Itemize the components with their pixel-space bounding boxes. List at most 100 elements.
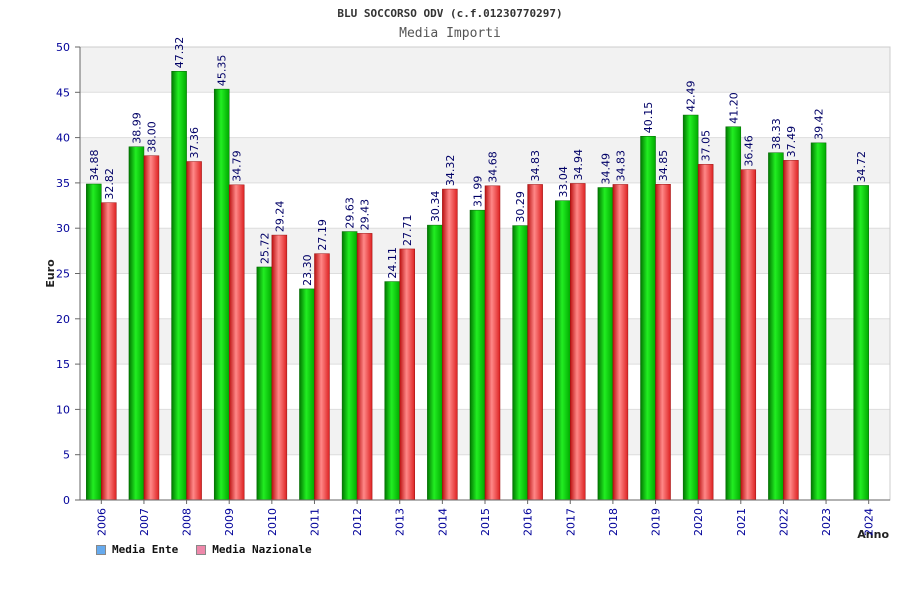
data-label: 34.72	[855, 151, 868, 183]
data-label: 39.42	[813, 108, 826, 140]
bar-media-nazionale	[143, 155, 160, 501]
bar-media-ente	[299, 288, 315, 501]
bar-media-nazionale	[612, 184, 629, 501]
legend-swatch-media-nazionale	[196, 544, 207, 555]
data-label: 29.24	[273, 201, 286, 233]
data-label: 38.00	[145, 121, 158, 153]
data-label: 42.49	[685, 81, 698, 113]
bar-media-ente	[597, 187, 614, 501]
bar-media-ente	[427, 224, 443, 501]
legend: Media Ente Media Nazionale	[96, 543, 312, 556]
x-tick-label: 2014	[436, 508, 449, 536]
x-tick-label: 2023	[820, 508, 833, 536]
bar-media-nazionale	[570, 183, 586, 501]
data-label: 45.35	[216, 55, 229, 86]
legend-item-media-nazionale: Media Nazionale	[196, 543, 312, 556]
y-tick-label: 15	[56, 358, 70, 371]
data-label: 31.99	[472, 176, 485, 208]
bar-media-nazionale	[484, 185, 501, 501]
legend-swatch-media-ente	[96, 544, 106, 555]
x-tick-label: 2015	[479, 508, 492, 536]
bar-media-ente	[171, 71, 187, 501]
data-label: 33.04	[557, 166, 570, 198]
data-label: 27.71	[401, 214, 414, 246]
bar-media-nazionale	[697, 164, 714, 501]
x-tick-label: 2016	[522, 508, 535, 536]
data-label: 40.15	[642, 102, 655, 134]
data-label: 30.34	[429, 191, 442, 223]
bar-media-nazionale	[314, 253, 330, 501]
bar-media-ente	[384, 281, 400, 501]
y-tick-label: 25	[56, 268, 70, 281]
x-tick-label: 2019	[650, 508, 663, 536]
data-label: 34.49	[599, 153, 612, 185]
x-tick-label: 2022	[777, 508, 790, 536]
plot-band	[80, 47, 890, 93]
bar-media-ente	[853, 185, 869, 501]
bar-media-ente	[555, 200, 571, 501]
bar-media-nazionale	[740, 169, 757, 501]
data-label: 34.68	[487, 151, 500, 183]
x-tick-label: 2009	[223, 508, 236, 536]
x-tick-label: 2013	[394, 508, 407, 536]
data-label: 29.43	[359, 199, 372, 231]
x-tick-label: 2021	[735, 508, 748, 536]
bar-media-ente	[86, 183, 102, 501]
bar-media-ente	[213, 88, 230, 501]
bar-media-ente	[725, 126, 742, 501]
bar-media-nazionale	[271, 234, 288, 501]
bar-media-ente	[128, 146, 145, 501]
bar-media-ente	[682, 114, 699, 501]
x-tick-label: 2020	[692, 508, 705, 536]
bar-media-ente	[341, 231, 358, 501]
bar-media-nazionale	[442, 188, 458, 501]
legend-label-media-nazionale: Media Nazionale	[212, 543, 312, 556]
bar-media-ente	[256, 266, 273, 501]
data-label: 37.36	[188, 127, 201, 159]
data-label: 36.46	[742, 135, 755, 167]
data-label: 34.88	[88, 149, 101, 181]
bar-media-nazionale	[399, 248, 415, 501]
data-label: 47.32	[173, 37, 186, 69]
data-label: 34.94	[572, 149, 585, 181]
x-tick-label: 2006	[95, 508, 108, 536]
bar-media-nazionale	[228, 184, 245, 501]
bar-media-nazionale	[783, 160, 799, 501]
data-label: 30.29	[514, 191, 527, 223]
bar-media-ente	[469, 209, 486, 501]
x-tick-label: 2007	[138, 508, 151, 536]
x-axis-label: Anno	[857, 528, 889, 541]
y-tick-label: 50	[56, 41, 70, 54]
x-tick-label: 2017	[564, 508, 577, 536]
y-tick-label: 20	[56, 313, 70, 326]
x-tick-label: 2010	[266, 508, 279, 536]
y-tick-label: 40	[56, 132, 70, 145]
bar-media-nazionale	[356, 233, 373, 501]
bar-media-ente	[810, 142, 827, 501]
chart-subtitle: Media Importi	[399, 26, 501, 41]
data-label: 37.49	[785, 126, 798, 158]
bar-media-nazionale	[101, 202, 117, 501]
data-label: 38.99	[130, 112, 143, 144]
bar-media-nazionale	[655, 184, 671, 501]
y-tick-label: 5	[63, 449, 70, 462]
y-tick-label: 35	[56, 177, 70, 190]
y-tick-label: 10	[56, 403, 70, 416]
x-tick-label: 2018	[607, 508, 620, 536]
data-label: 27.19	[316, 219, 329, 251]
x-tick-label: 2012	[351, 508, 364, 536]
bar-media-nazionale	[186, 161, 202, 501]
data-label: 24.11	[386, 247, 399, 279]
x-tick-label: 2011	[308, 508, 321, 536]
bar-media-ente	[640, 135, 656, 501]
y-tick-label: 30	[56, 222, 70, 235]
chart-title: BLU SOCCORSO ODV (c.f.01230770297)	[337, 7, 563, 20]
x-tick-label: 2024	[863, 508, 876, 536]
legend-item-media-ente: Media Ente	[96, 543, 178, 556]
data-label: 34.83	[529, 150, 542, 182]
x-tick-label: 2008	[181, 508, 194, 536]
y-tick-label: 45	[56, 86, 70, 99]
bar-media-ente	[512, 225, 528, 501]
